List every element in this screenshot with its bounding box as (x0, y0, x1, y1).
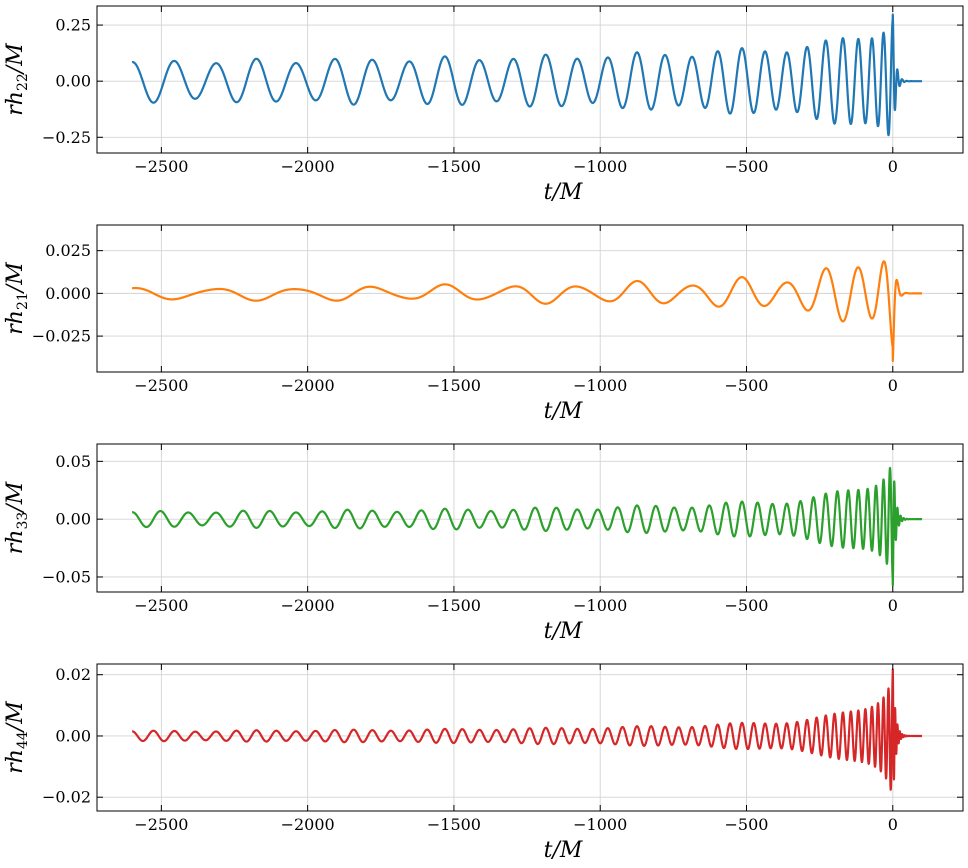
series-line (131, 466, 924, 587)
y-label-tail: /M (3, 481, 28, 513)
x-tick-label: −1500 (427, 815, 481, 834)
x-axis-label: t/M (544, 180, 583, 205)
panel-4: −2500 −2000 −1500 −1000 −500 0 −0.02 0.00 0.02 t/… (3, 663, 964, 863)
axes-frame (96, 5, 964, 154)
y-label-base: rh (3, 749, 28, 774)
x-tick-label: 0 (888, 376, 898, 395)
series-line (131, 260, 924, 363)
x-axis-label: t/M (544, 399, 583, 424)
x-tick-label: −2000 (281, 157, 335, 176)
y-axis-label: rh33/M (3, 481, 31, 554)
panel-2: −2500 −2000 −1500 −1000 −500 0 −0.025 0.000 0.02… (3, 224, 964, 424)
x-tick-label: −1000 (573, 815, 627, 834)
y-tick-label: 0.00 (55, 72, 91, 91)
x-tick-label: −1500 (427, 376, 481, 395)
x-tick-label: −1000 (573, 376, 627, 395)
axes-frame (96, 663, 964, 812)
x-tick-label: −500 (725, 596, 769, 615)
panel-3: −2500 −2000 −1500 −1000 −500 0 −0.05 0.00 0.05 t/… (3, 443, 964, 644)
x-axis-label: t/M (544, 838, 583, 863)
y-label-tail: /M (3, 43, 28, 75)
x-tick-label: −2500 (134, 596, 188, 615)
y-tick-label: −0.05 (42, 567, 91, 586)
x-tick-label: −1500 (427, 596, 481, 615)
x-tick-label: −2000 (281, 596, 335, 615)
x-tick-label: −1000 (573, 596, 627, 615)
y-tick-label: 0.05 (55, 452, 91, 471)
y-tick-label: 0.025 (45, 241, 91, 260)
y-tick-label: 0.00 (55, 726, 91, 745)
x-tick-label: −500 (725, 815, 769, 834)
axes-frame (96, 443, 964, 593)
y-tick-label: 0.000 (45, 284, 91, 303)
y-tick-label: 0.25 (55, 16, 91, 35)
x-tick-label: −2500 (134, 815, 188, 834)
series-line (131, 668, 924, 791)
y-label-tail: /M (3, 701, 28, 733)
x-tick-label: −500 (725, 376, 769, 395)
y-tick-label: 0.02 (55, 665, 91, 684)
y-label-base: rh (3, 310, 28, 335)
x-tick-label: −1000 (573, 157, 627, 176)
x-tick-label: 0 (888, 596, 898, 615)
x-tick-label: −2500 (134, 376, 188, 395)
y-label-subscript: 33 (15, 512, 31, 530)
y-tick-label: −0.025 (32, 327, 91, 346)
x-tick-label: −2000 (281, 815, 335, 834)
x-tick-label: 0 (888, 157, 898, 176)
x-tick-label: −500 (725, 157, 769, 176)
series-line (131, 13, 924, 137)
y-label-tail: /M (3, 262, 28, 294)
y-axis-label: rh21/M (3, 262, 31, 335)
y-tick-label: 0.00 (55, 510, 91, 529)
y-tick-label: −0.25 (42, 128, 91, 147)
x-tick-label: −2500 (134, 157, 188, 176)
x-axis-label: t/M (544, 619, 583, 644)
y-label-subscript: 44 (15, 731, 31, 749)
y-axis-label: rh44/M (3, 701, 31, 774)
y-label-base: rh (3, 91, 28, 116)
panel-1: −2500 −2000 −1500 −1000 −500 0 −0.25 0.00 0.25 t/… (3, 5, 964, 205)
y-label-subscript: 21 (15, 292, 31, 310)
x-tick-label: −2000 (281, 376, 335, 395)
x-tick-label: 0 (888, 815, 898, 834)
axes-frame (96, 224, 964, 373)
x-tick-label: −1500 (427, 157, 481, 176)
y-label-base: rh (3, 530, 28, 555)
y-axis-label: rh22/M (3, 43, 31, 116)
y-label-subscript: 22 (15, 73, 31, 91)
y-tick-label: −0.02 (42, 788, 91, 807)
